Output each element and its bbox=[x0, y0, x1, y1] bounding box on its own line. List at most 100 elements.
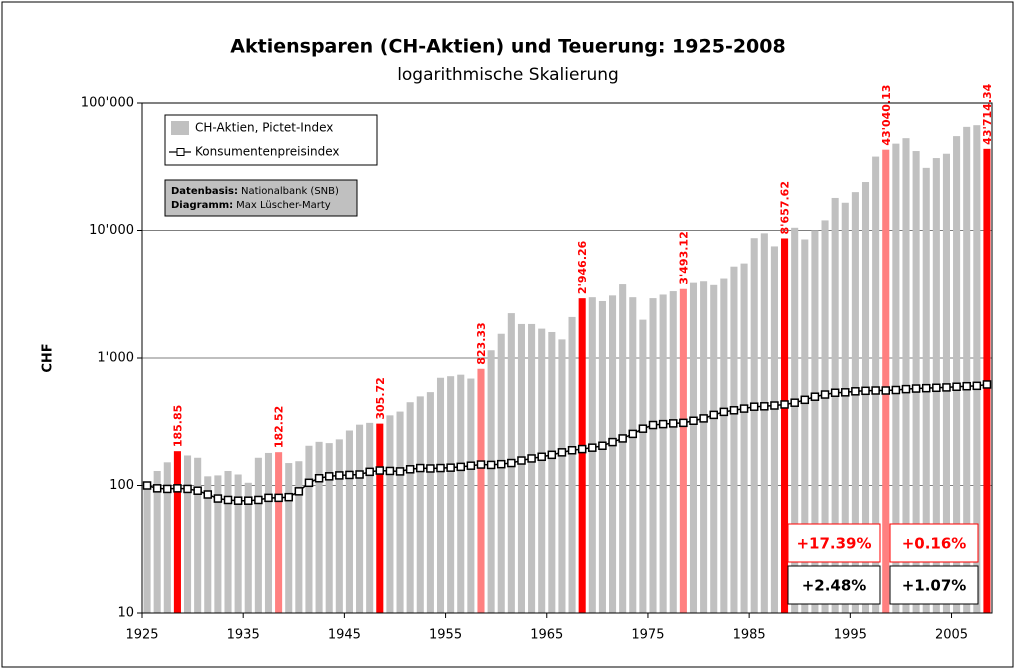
marker bbox=[699, 414, 708, 423]
bar bbox=[831, 197, 839, 613]
marker bbox=[456, 462, 465, 472]
bar bbox=[477, 368, 485, 613]
marker bbox=[871, 386, 880, 395]
bar bbox=[305, 445, 313, 613]
y-tick-label: 100'000 bbox=[81, 96, 134, 111]
bar bbox=[700, 281, 708, 613]
marker bbox=[507, 458, 516, 468]
y-tick-label: 1'000 bbox=[97, 351, 134, 366]
note-value: Nationalbank (SNB) bbox=[241, 186, 339, 197]
marker bbox=[770, 401, 779, 410]
marker bbox=[517, 456, 526, 465]
note-key: Diagramm: bbox=[171, 200, 233, 211]
bar bbox=[173, 451, 181, 613]
marker bbox=[193, 486, 202, 495]
marker bbox=[901, 384, 911, 394]
bar bbox=[669, 291, 677, 613]
marker bbox=[446, 463, 455, 472]
marker bbox=[719, 407, 729, 417]
marker bbox=[790, 398, 799, 407]
bar bbox=[345, 430, 353, 613]
marker bbox=[173, 484, 182, 493]
bar bbox=[254, 457, 262, 613]
bar bbox=[750, 238, 758, 613]
bar bbox=[649, 298, 657, 613]
bar bbox=[426, 392, 434, 613]
marker bbox=[233, 496, 243, 505]
bar bbox=[163, 462, 171, 613]
bar bbox=[953, 136, 961, 613]
marker bbox=[142, 481, 152, 490]
marker bbox=[749, 402, 759, 411]
bar bbox=[639, 319, 647, 613]
bar bbox=[781, 238, 789, 613]
bar bbox=[264, 452, 273, 613]
bar bbox=[578, 298, 586, 613]
bar bbox=[406, 402, 414, 613]
marker bbox=[638, 424, 648, 433]
bar bbox=[386, 415, 394, 613]
legend-label: Konsumentenpreisindex bbox=[195, 145, 340, 159]
marker bbox=[648, 420, 658, 430]
bar bbox=[872, 156, 880, 614]
marker bbox=[588, 443, 597, 452]
x-tick-label: 1935 bbox=[227, 628, 260, 643]
bar bbox=[325, 443, 333, 613]
bar bbox=[356, 424, 364, 613]
bar bbox=[143, 485, 151, 613]
note-box bbox=[164, 179, 358, 217]
marker bbox=[304, 478, 314, 488]
bar bbox=[183, 455, 192, 613]
value-label: 823.33 bbox=[475, 322, 488, 364]
marker bbox=[830, 388, 840, 397]
note-text: Diagramm: Max Lüscher-Marty bbox=[171, 200, 331, 211]
marker bbox=[375, 466, 385, 475]
marker bbox=[608, 437, 617, 447]
marker bbox=[689, 416, 698, 425]
marker bbox=[911, 384, 921, 393]
bar bbox=[487, 350, 495, 613]
bar bbox=[517, 323, 526, 613]
bar bbox=[619, 284, 627, 613]
marker bbox=[628, 429, 638, 439]
marker bbox=[760, 402, 769, 411]
marker bbox=[820, 390, 830, 399]
annotation-box bbox=[787, 523, 881, 563]
marker bbox=[557, 448, 567, 457]
bar bbox=[720, 278, 728, 613]
marker bbox=[213, 494, 223, 503]
marker bbox=[537, 452, 546, 462]
annotation: +2.48% bbox=[802, 577, 867, 595]
marker bbox=[881, 386, 890, 395]
marker bbox=[314, 473, 324, 483]
marker bbox=[851, 387, 860, 396]
plot-border bbox=[141, 102, 993, 614]
x-tick-label: 1975 bbox=[631, 628, 664, 643]
marker bbox=[385, 466, 395, 476]
marker bbox=[952, 382, 961, 391]
value-label: 2'946.26 bbox=[576, 240, 589, 294]
marker bbox=[729, 406, 739, 415]
bar bbox=[447, 376, 455, 613]
bar bbox=[295, 461, 303, 613]
marker bbox=[335, 471, 344, 480]
marker bbox=[669, 419, 678, 428]
bar bbox=[467, 378, 475, 613]
marker bbox=[861, 386, 870, 396]
bar bbox=[497, 333, 505, 613]
marker bbox=[294, 487, 304, 496]
bar bbox=[760, 233, 768, 613]
marker bbox=[679, 418, 688, 428]
bar bbox=[629, 297, 637, 613]
bar bbox=[436, 377, 445, 613]
marker bbox=[152, 484, 162, 493]
marker bbox=[841, 388, 850, 397]
marker bbox=[355, 470, 364, 479]
marker bbox=[739, 404, 749, 413]
marker bbox=[921, 383, 931, 393]
bar bbox=[588, 297, 596, 613]
annotation-box bbox=[889, 523, 979, 563]
marker bbox=[183, 484, 192, 494]
marker bbox=[405, 465, 415, 474]
bar bbox=[963, 126, 971, 613]
